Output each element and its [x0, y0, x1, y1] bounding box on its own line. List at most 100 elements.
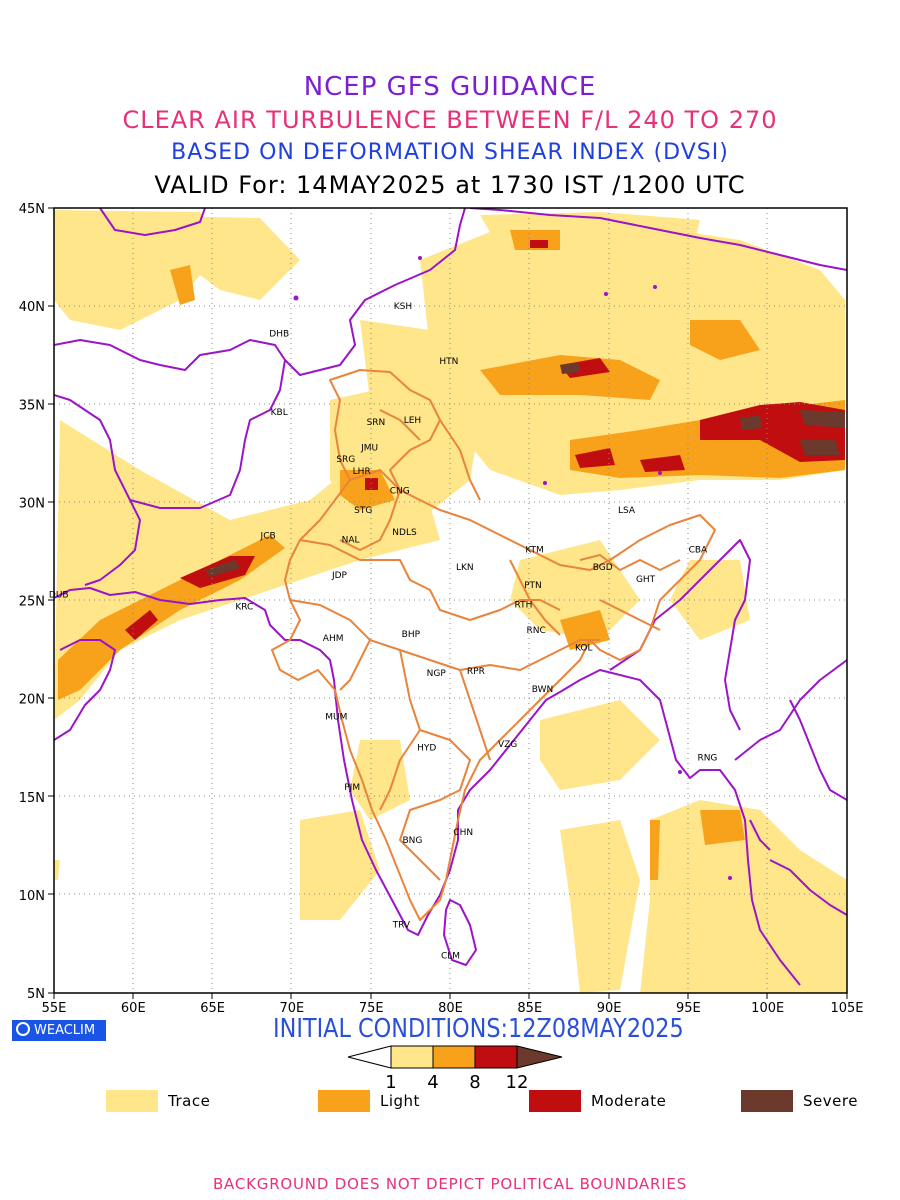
station-label: CHN: [453, 828, 473, 838]
coastlines: [54, 208, 847, 986]
colorbar-tick: 1: [385, 1072, 396, 1093]
station-label: PJM: [344, 783, 360, 793]
station-label: CNG: [390, 487, 410, 497]
station-label: HYD: [417, 744, 436, 754]
station-label: BWN: [532, 685, 554, 695]
legend-label: Trace: [168, 1092, 211, 1110]
colorbar-light: [432, 1045, 476, 1069]
state-boundaries: [271, 369, 716, 921]
station-label: JMU: [360, 443, 378, 453]
station-label: LHR: [353, 467, 371, 477]
station-label: AHM: [323, 634, 344, 644]
station-label: LKN: [456, 563, 474, 573]
title-model: NCEP GFS GUIDANCE: [303, 72, 597, 102]
longitude-tick-label: 100E: [751, 1001, 784, 1016]
longitude-tick-label: 95E: [676, 1001, 701, 1016]
legend-label: Moderate: [591, 1092, 667, 1110]
initial-conditions: INITIAL CONDITIONS:12Z08MAY2025: [273, 1014, 684, 1044]
turbulence-field: [54, 210, 847, 993]
colorbar-tick: 12: [506, 1072, 529, 1093]
station-label: KSH: [394, 302, 412, 312]
station-label: RTH: [515, 600, 533, 610]
station-label: HTN: [439, 357, 458, 367]
weaclim-badge: WEACLIM: [12, 1020, 106, 1041]
station-label: NDLS: [392, 528, 417, 538]
longitude-tick-label: 65E: [200, 1001, 225, 1016]
grid-lines: [54, 208, 847, 993]
station-label: JCB: [260, 532, 276, 542]
station-label: SRG: [336, 455, 355, 465]
longitude-tick-label: 85E: [517, 1001, 542, 1016]
station-label: DUB: [49, 591, 69, 601]
axis-ticks: [48, 207, 848, 999]
station-label: RNC: [527, 626, 546, 636]
title-product: CLEAR AIR TURBULENCE BETWEEN F/L 240 TO …: [122, 106, 778, 134]
longitude-tick-label: 55E: [42, 1001, 67, 1016]
longitude-tick-label: 75E: [359, 1001, 384, 1016]
latitude-tick-label: 25N: [19, 595, 45, 610]
legend-label: Severe: [803, 1092, 858, 1110]
longitude-tick-label: 80E: [438, 1001, 463, 1016]
longitude-labels: 55E 60E 65E 70E 75E 80E 85E 90E 95E 100E 105E: [42, 1001, 864, 1016]
longitude-tick-label: 60E: [121, 1001, 146, 1016]
latitude-tick-label: 10N: [19, 889, 45, 904]
title-valid-time: VALID For: 14MAY2025 at 1730 IST /1200 U…: [154, 171, 746, 199]
station-label: LSA: [618, 506, 636, 516]
colorbar-tick: 8: [469, 1072, 480, 1093]
station-label: BNG: [402, 836, 422, 846]
station-label: KOL: [575, 644, 593, 654]
latitude-tick-label: 45N: [19, 202, 45, 217]
latitude-tick-label: 30N: [19, 496, 45, 511]
station-label: NGP: [427, 669, 447, 679]
station-label: STG: [354, 506, 372, 516]
station-label: NAL: [342, 536, 360, 546]
legend-swatch: [529, 1090, 581, 1112]
station-label: LEH: [404, 416, 421, 426]
latitude-tick-label: 35N: [19, 398, 45, 413]
legend-swatch: [106, 1090, 158, 1112]
weaclim-badge-text: WEACLIM: [34, 1023, 96, 1038]
station-label: CLM: [441, 952, 460, 962]
colorbar: 1 4 8 12: [347, 1045, 563, 1093]
severe-areas: [205, 362, 845, 577]
longitude-tick-label: 90E: [597, 1001, 622, 1016]
station-label: BGD: [593, 563, 613, 573]
trace-areas: [54, 210, 847, 993]
station-label: KRC: [235, 602, 253, 612]
station-label: SRN: [367, 418, 386, 428]
station-label: RPR: [467, 667, 485, 677]
legend-label: Light: [380, 1092, 420, 1110]
station-label: CBA: [689, 545, 708, 555]
longitude-tick-label: 70E: [280, 1001, 305, 1016]
colorbar-tick: 4: [427, 1072, 438, 1093]
lake-marks: [293, 256, 732, 880]
latitude-labels: 45N 40N 35N 30N 25N 20N 15N 10N 5N: [19, 202, 45, 1002]
legend-swatch: [741, 1090, 793, 1112]
station-label: DHB: [269, 330, 289, 340]
station-label: BHP: [402, 630, 421, 640]
station-label: PTN: [524, 581, 542, 591]
latitude-tick-label: 40N: [19, 300, 45, 315]
station-label: KBL: [271, 408, 288, 418]
station-label: RNG: [697, 754, 717, 764]
latitude-tick-label: 15N: [19, 791, 45, 806]
title-index: BASED ON DEFORMATION SHEAR INDEX (DVSI): [171, 140, 729, 165]
station-label: JDP: [331, 571, 348, 581]
longitude-tick-label: 105E: [830, 1001, 863, 1016]
station-labels: KSH DHB HTN KBL SRN LEH JMU SRG LHR CNG STG JCB NAL N…: [49, 302, 718, 962]
colorbar-trace: [390, 1045, 434, 1069]
colorbar-moderate: [474, 1045, 518, 1069]
latitude-tick-label: 5N: [27, 987, 45, 1002]
station-label: GHT: [636, 575, 656, 585]
legend-swatch: [318, 1090, 370, 1112]
weaclim-logo-icon: [16, 1022, 30, 1036]
disclaimer-footer: BACKGROUND DOES NOT DEPICT POLITICAL BOU…: [212, 1175, 688, 1193]
station-label: MUM: [325, 712, 347, 722]
station-label: TRV: [392, 920, 411, 930]
latitude-tick-label: 20N: [19, 693, 45, 708]
colorbar-min-arrow: [347, 1045, 392, 1069]
station-label: VZG: [498, 740, 517, 750]
colorbar-max-arrow: [516, 1045, 563, 1069]
station-label: KTM: [525, 545, 543, 555]
